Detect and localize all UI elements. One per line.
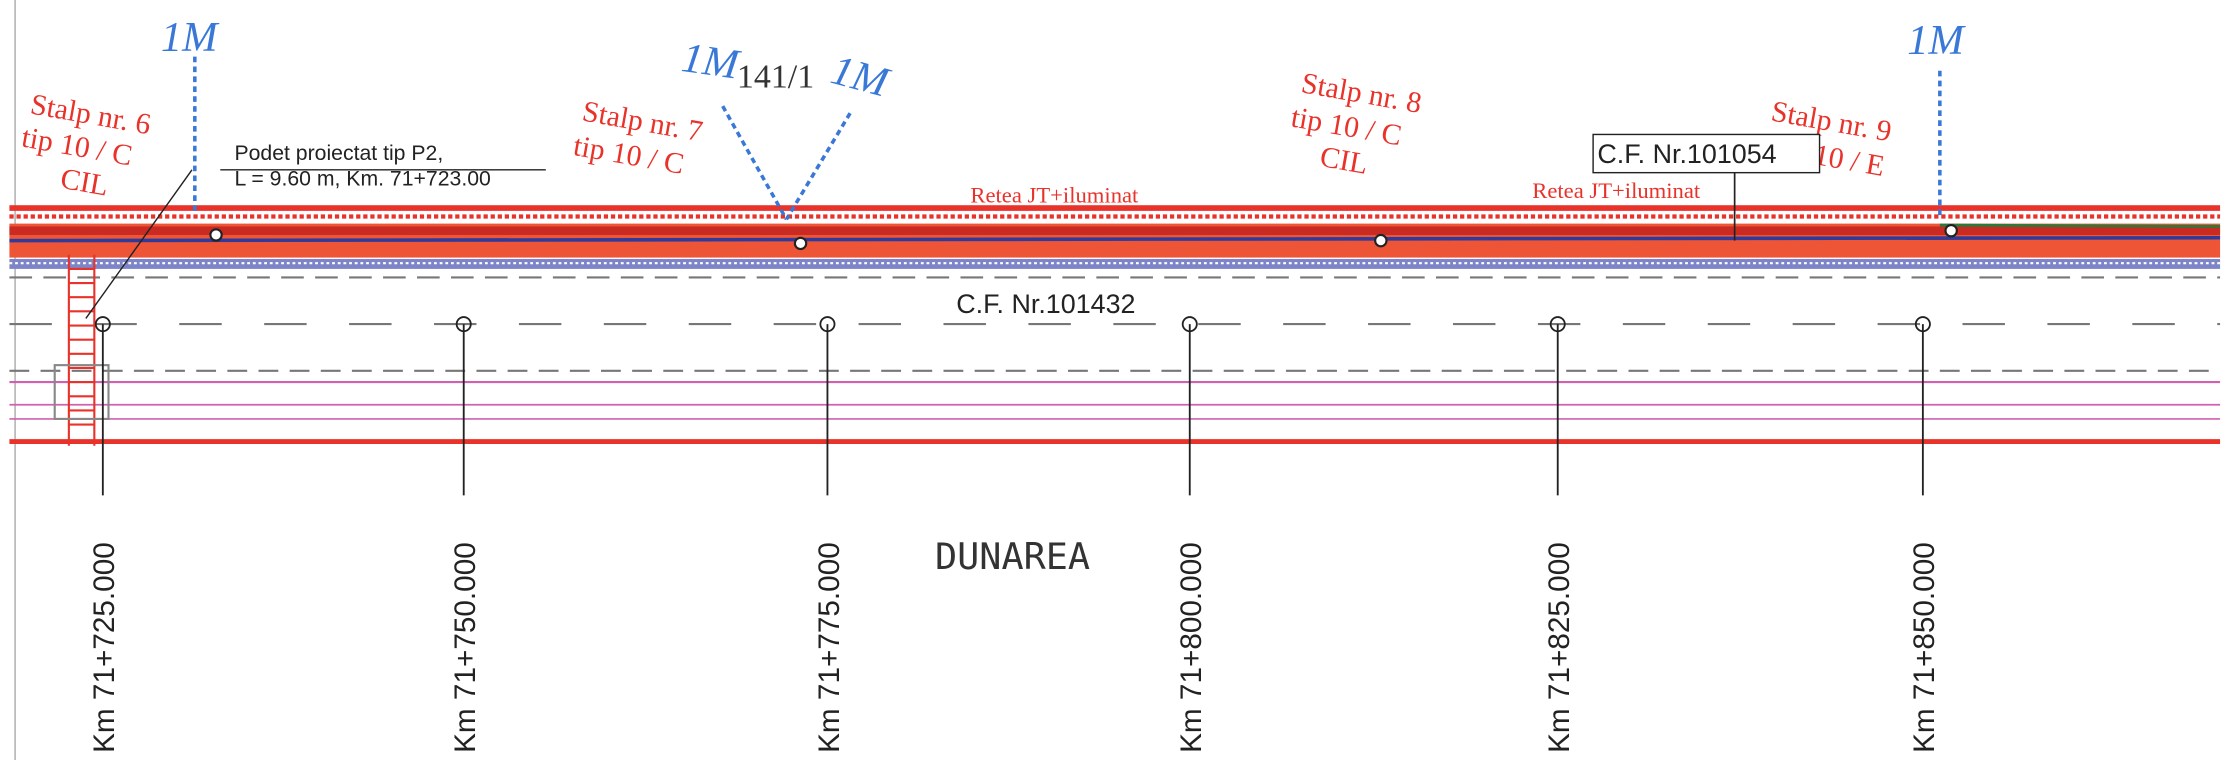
pole-label: Stalp nr. 8 tip 10 / C CIL [1289,67,1424,181]
network-label: Retea JT+iluminat [970,182,1139,207]
street-name: DUNAREA [935,535,1090,578]
marker-leaders [193,56,1942,221]
road-band [9,205,2221,445]
culvert-structure [53,169,546,446]
parcel-number: 141/1 [737,59,814,96]
station-lines [94,316,1931,496]
parcel-box [1592,133,1821,174]
culvert-label: L = 9.60 m, Km. 71+723.00 [234,167,490,190]
pole-note: CIL [1318,141,1371,181]
km-station: Km 71+850.000 [1908,542,1941,753]
pole-symbols [209,223,1958,251]
pole-label: Stalp nr. 7 tip 10 / C [571,96,705,181]
km-station: Km 71+825.000 [1543,542,1576,753]
pole-label: Stalp nr. 6 tip 10 / C CIL [19,89,153,203]
network-label: Retea JT+iluminat [1532,178,1701,203]
km-station: Km 71+775.000 [813,542,846,753]
parcel-label: C.F. Nr.101054 [1597,139,1776,169]
marker-label: 1M [679,34,744,89]
marker-label: 1M [826,46,895,107]
km-station: Km 71+800.000 [1175,542,1208,753]
marker-label: 1M [161,14,220,61]
parcel-label: C.F. Nr.101432 [956,289,1135,319]
km-station: Km 71+725.000 [88,542,121,753]
culvert-label: Podet proiectat tip P2, [234,142,443,165]
km-station: Km 71+750.000 [449,542,482,753]
marker-label: 1M [1907,17,1966,64]
pole-note: CIL [58,163,111,203]
